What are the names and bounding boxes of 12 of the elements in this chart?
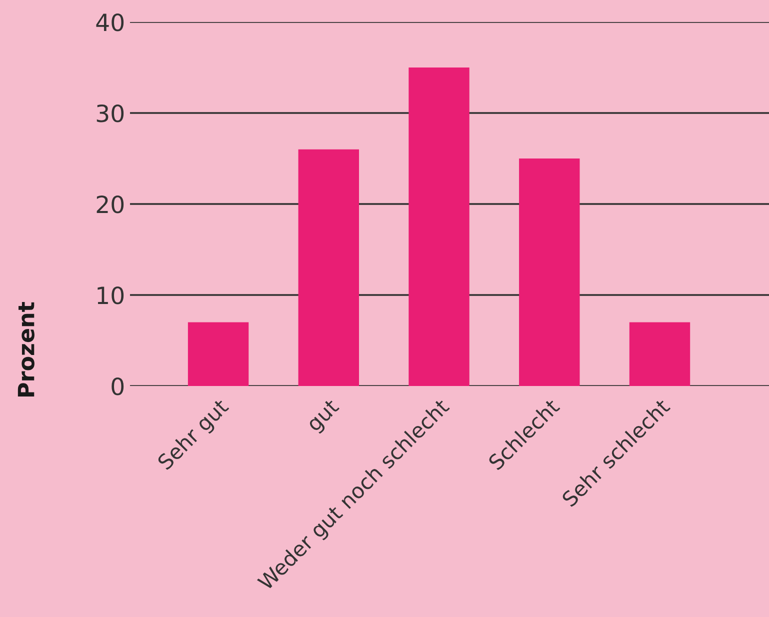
y-tick-label: 30 bbox=[96, 104, 124, 122]
y-axis-title: Prozent bbox=[18, 302, 34, 396]
y-tick-label: 20 bbox=[96, 195, 124, 214]
bar bbox=[188, 322, 249, 386]
bar bbox=[298, 149, 360, 386]
y-tick-label: 40 bbox=[96, 13, 124, 32]
bar bbox=[629, 322, 690, 386]
bar bbox=[408, 68, 470, 386]
y-tick-label: 0 bbox=[112, 377, 124, 396]
bar bbox=[519, 158, 580, 386]
y-tick-label: 10 bbox=[98, 286, 124, 304]
x-tick-label: gut bbox=[306, 398, 343, 436]
